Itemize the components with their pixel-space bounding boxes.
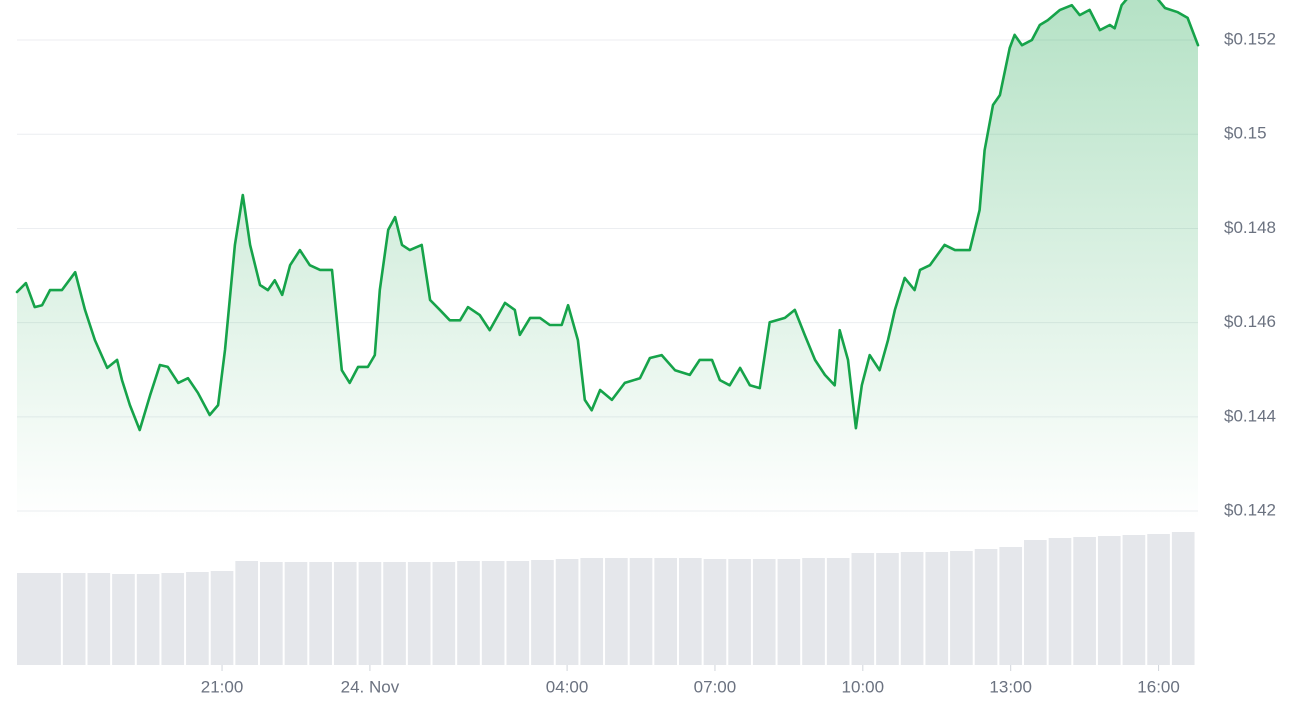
volume-bar [703,559,727,665]
volume-bar [309,562,332,665]
volume-bar [457,561,480,665]
volume-bar [62,573,86,665]
volume-bar [506,561,530,665]
volume-bar [284,562,308,665]
x-tick-label: 21:00 [201,677,244,696]
y-tick-label: $0.148 [1224,218,1276,237]
volume-bar [1097,536,1121,665]
x-tick-label: 13:00 [989,677,1032,696]
volume-bar [950,551,973,665]
volume-bar [777,559,801,665]
volume-bar [728,559,751,665]
price-area [17,0,1198,520]
volume-bar [1073,537,1096,665]
volume-bar [678,558,702,665]
volume-bar [383,562,406,665]
volume-bar [136,574,160,665]
volume-bar [186,572,209,665]
volume-bar [752,559,776,665]
volume-bar [235,561,259,665]
volume-bar [112,574,135,665]
volume-bar [900,552,924,665]
volume-bar [802,558,825,665]
volume-bar [1024,540,1047,665]
y-tick-label: $0.152 [1224,30,1276,49]
volume-bar [629,558,653,665]
volume-bar [358,562,382,665]
volume-bar [999,547,1023,665]
y-tick-label: $0.146 [1224,312,1276,331]
volume-bar [260,562,283,665]
volume-bar [925,552,949,665]
volume-bar [87,573,111,665]
volume-bar [210,571,234,665]
x-tick-label: 04:00 [546,677,589,696]
volume-bar [481,561,505,665]
volume-bar [654,558,677,665]
volume-bar [555,559,579,665]
volume-bar [161,573,185,665]
volume-bar [1048,538,1072,665]
volume-bar [407,562,431,665]
y-tick-label: $0.144 [1224,406,1276,425]
volume-bar [1147,534,1170,665]
volume-bar [876,553,899,665]
plot-area [15,0,1200,520]
volume-bar [38,573,61,665]
x-tick-label: 07:00 [694,677,737,696]
price-line [15,0,1200,432]
volume-bar [851,553,875,665]
volume-bar [333,562,357,665]
volume-bar [17,573,40,665]
volume-bar [580,558,604,665]
volume-bar [531,560,554,665]
volume-bar [432,562,456,665]
y-tick-label: $0.142 [1224,501,1276,520]
volume-bar [826,558,850,665]
volume-bar [1122,535,1146,665]
volume-bar [1171,532,1195,665]
x-tick-label: 16:00 [1137,677,1180,696]
y-tick-label: $0.15 [1224,124,1267,143]
volume-bar [605,558,628,665]
volume-bar [974,549,998,665]
x-tick-label: 24. Nov [341,677,400,696]
x-tick-label: 10:00 [842,677,885,696]
